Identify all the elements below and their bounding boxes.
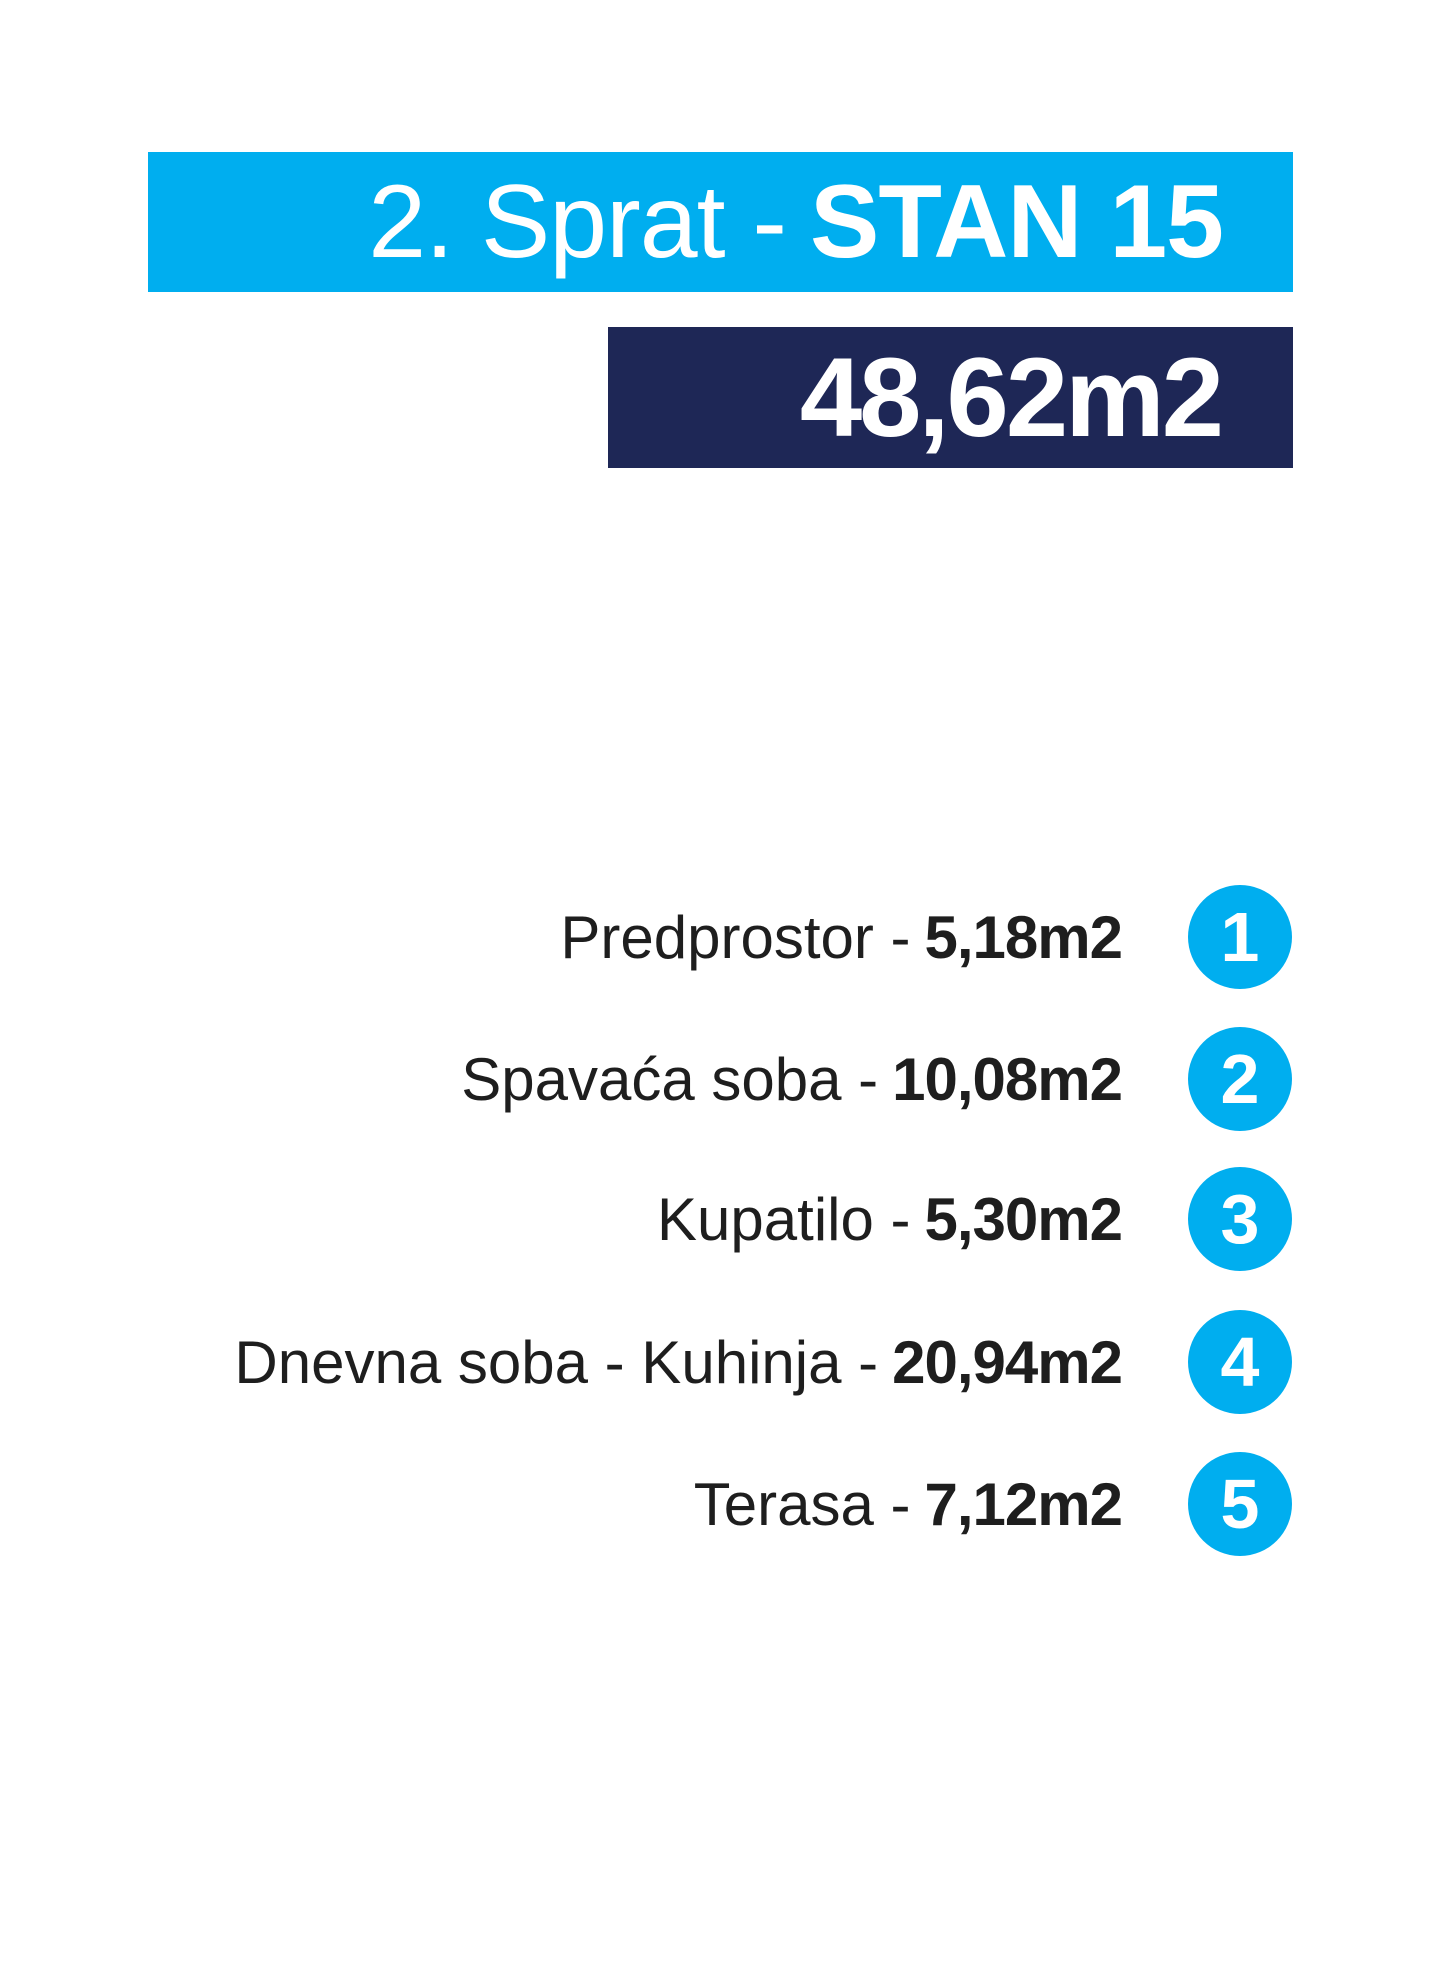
title-banner: 2. Sprat - STAN 15 <box>148 152 1293 292</box>
list-item: Terasa -7,12m2 <box>693 1454 1123 1554</box>
list-item: Predprostor -5,18m2 <box>560 887 1123 987</box>
floor-label: 2. Sprat - <box>368 163 787 280</box>
room-number-badge: 3 <box>1188 1167 1292 1271</box>
room-area: 7,12m2 <box>924 1470 1123 1538</box>
room-area: 20,94m2 <box>892 1328 1123 1396</box>
room-name: Terasa - <box>693 1470 911 1538</box>
list-item: Dnevna soba - Kuhinja -20,94m2 <box>234 1312 1123 1412</box>
unit-label: STAN 15 <box>810 163 1224 280</box>
room-area: 5,30m2 <box>924 1185 1123 1253</box>
room-number-badge: 2 <box>1188 1027 1292 1131</box>
list-item: Spavaća soba -10,08m2 <box>461 1029 1123 1129</box>
room-name: Dnevna soba - Kuhinja - <box>234 1328 879 1396</box>
total-area: 48,62m2 <box>799 335 1224 460</box>
room-number-badge: 5 <box>1188 1452 1292 1556</box>
room-name: Predprostor - <box>560 903 911 971</box>
room-name: Spavaća soba - <box>461 1045 879 1113</box>
list-item: Kupatilo -5,30m2 <box>657 1169 1123 1269</box>
room-area: 5,18m2 <box>924 903 1123 971</box>
room-name: Kupatilo - <box>657 1185 911 1253</box>
room-number-badge: 1 <box>1188 885 1292 989</box>
room-area: 10,08m2 <box>892 1045 1123 1113</box>
room-number-badge: 4 <box>1188 1310 1292 1414</box>
total-area-box: 48,62m2 <box>608 327 1293 468</box>
